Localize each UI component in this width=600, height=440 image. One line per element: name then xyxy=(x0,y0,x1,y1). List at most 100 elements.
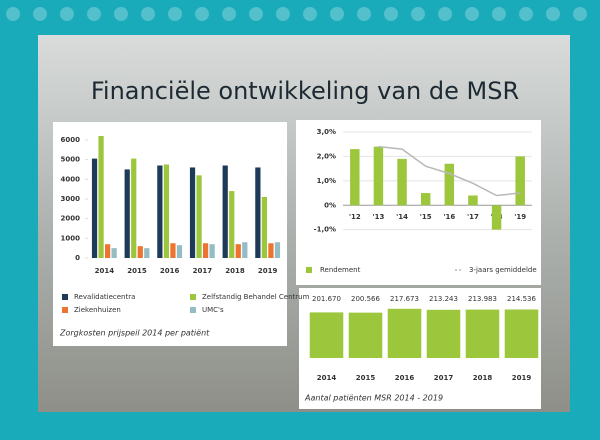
bar xyxy=(124,169,130,258)
x-tick-label: '14 xyxy=(396,213,408,221)
y-tick-label: 0% xyxy=(324,201,336,209)
legend-swatch xyxy=(62,294,68,300)
line xyxy=(378,145,521,197)
dot xyxy=(114,7,128,21)
value-label: 200.566 xyxy=(351,295,380,303)
bar xyxy=(274,242,281,258)
y-tick-label: 4000 xyxy=(61,175,81,183)
x-tick-label: 2018 xyxy=(225,267,245,275)
bar xyxy=(491,205,502,230)
bar xyxy=(515,156,525,206)
legend-label: Revalidatiecentra xyxy=(74,293,135,301)
x-tick-label: '19 xyxy=(514,213,526,221)
bar xyxy=(111,248,117,258)
caption: Zorgkosten prijspeil 2014 per patiënt xyxy=(59,329,210,338)
x-tick-label: 2017 xyxy=(193,267,213,275)
dot xyxy=(357,7,371,21)
bar xyxy=(104,244,111,258)
bar xyxy=(242,242,248,258)
slide-title: Financiële ontwikkeling van de MSR xyxy=(91,77,519,105)
y-tick-label: 2,0% xyxy=(317,152,336,160)
bar xyxy=(444,163,455,206)
bar xyxy=(189,167,196,258)
y-tick-label: 3000 xyxy=(61,195,81,203)
bar xyxy=(261,196,268,258)
y-tick-label: 1000 xyxy=(61,234,81,242)
dot xyxy=(87,7,101,21)
x-tick-label: '16 xyxy=(443,213,455,221)
bar xyxy=(373,146,384,206)
bar xyxy=(144,248,150,258)
legend-label: UMC's xyxy=(202,306,224,314)
caption: Aantal patiënten MSR 2014 - 2019 xyxy=(304,394,443,403)
bar xyxy=(309,312,344,358)
dot xyxy=(438,7,452,21)
legend-swatch xyxy=(306,267,312,273)
bar xyxy=(91,158,98,258)
bar xyxy=(229,191,235,258)
dot xyxy=(60,7,74,21)
bar xyxy=(137,246,143,258)
x-tick-label: 2015 xyxy=(356,374,376,382)
y-tick-label: 3,0% xyxy=(317,128,336,136)
x-tick-label: '13 xyxy=(372,213,384,221)
bar xyxy=(157,165,163,258)
dot xyxy=(492,7,506,21)
decoration-dots xyxy=(6,7,587,21)
bar xyxy=(131,158,137,258)
bar xyxy=(268,243,274,258)
bar xyxy=(176,245,183,258)
legend-label: Zelfstandig Behandel Centrum xyxy=(202,293,310,301)
dot xyxy=(141,7,155,21)
bar xyxy=(255,167,261,258)
dot xyxy=(303,7,317,21)
bar xyxy=(420,193,431,206)
x-tick-label: 2017 xyxy=(434,374,454,382)
dot xyxy=(276,7,290,21)
dot xyxy=(573,7,587,21)
bar xyxy=(98,135,104,258)
bar xyxy=(397,158,407,206)
legend-label: Ziekenhuizen xyxy=(74,306,121,314)
bar xyxy=(504,309,539,358)
dot xyxy=(195,7,209,21)
y-tick-label: -1,0% xyxy=(314,226,336,234)
dot xyxy=(222,7,236,21)
dot xyxy=(519,7,533,21)
bar xyxy=(163,164,170,258)
y-tick-label: 0 xyxy=(75,254,80,262)
legend-swatch xyxy=(62,307,68,313)
panel xyxy=(296,120,541,285)
bar xyxy=(196,175,202,258)
bar xyxy=(209,244,215,258)
value-label: 217.673 xyxy=(390,295,419,303)
x-tick-label: 2016 xyxy=(395,374,415,382)
x-tick-label: 2019 xyxy=(512,374,532,382)
legend-swatch xyxy=(190,294,196,300)
dot xyxy=(33,7,47,21)
dot xyxy=(411,7,425,21)
dot xyxy=(330,7,344,21)
legend-label: Rendement xyxy=(320,266,361,274)
bar xyxy=(387,308,422,358)
bar xyxy=(468,195,478,206)
x-tick-label: 2015 xyxy=(127,267,147,275)
dot xyxy=(249,7,263,21)
y-tick-label: 5000 xyxy=(61,156,81,164)
x-tick-label: '12 xyxy=(349,213,361,221)
bar xyxy=(348,312,383,358)
y-tick-label: 6000 xyxy=(61,136,81,144)
bar xyxy=(170,243,176,258)
y-tick-label: 1,0% xyxy=(317,177,336,185)
y-tick-label: 2000 xyxy=(61,215,81,223)
bar xyxy=(350,149,360,206)
dot xyxy=(546,7,560,21)
x-tick-label: 2018 xyxy=(473,374,493,382)
value-label: 201.670 xyxy=(312,295,341,303)
x-tick-label: 2014 xyxy=(95,267,115,275)
legend-label: 3-jaars gemiddelde xyxy=(469,266,537,274)
dot xyxy=(465,7,479,21)
bar xyxy=(222,165,228,258)
x-tick-label: '17 xyxy=(467,213,479,221)
